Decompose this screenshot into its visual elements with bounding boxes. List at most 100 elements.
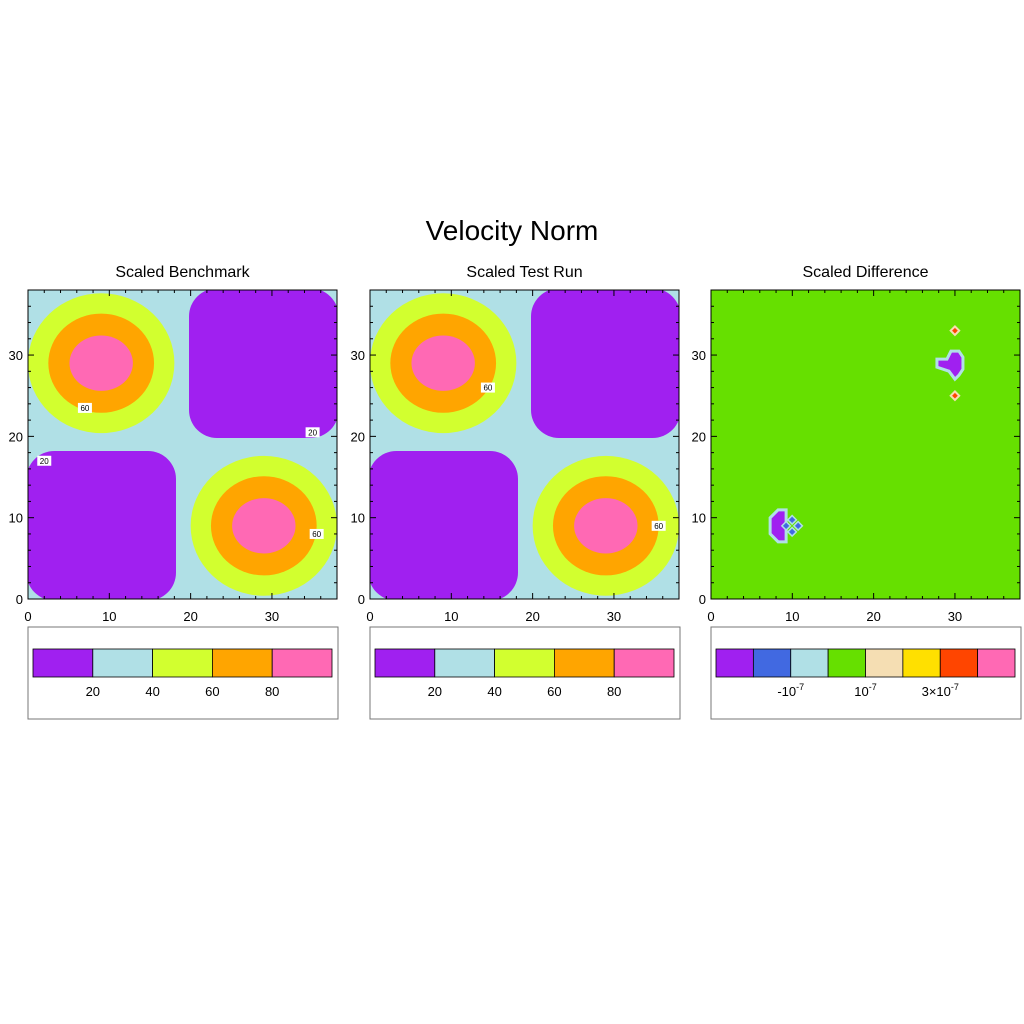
colorbar-swatch: [752, 648, 792, 678]
contour-label: 60: [312, 530, 321, 539]
y-tick-label: 0: [16, 592, 23, 607]
panel-1: Scaled Benchmark 60 20 20 60 0 10 20 30 0 10 20 30 20…: [9, 264, 339, 720]
axis-ticks: [27, 289, 338, 600]
colorbar-swatch: [92, 648, 154, 678]
colorbar-frame: [27, 626, 339, 720]
colorbar-label: 80: [607, 684, 621, 699]
colorbar-label: 3×10-7: [922, 682, 959, 699]
y-tick-label: 10: [692, 511, 706, 526]
contour-label-bg: [37, 455, 52, 466]
x-tick-label: 30: [948, 609, 962, 624]
y-tick-label: 20: [351, 429, 365, 444]
contour-fill-trough-2: [370, 451, 518, 599]
axis-ticks: [369, 289, 680, 600]
y-tick-label: 20: [9, 429, 23, 444]
colorbar-label: 20: [428, 684, 442, 699]
colorbar: 20 40 60 80: [27, 626, 339, 720]
y-tick-label: 10: [9, 511, 23, 526]
colorbar-swatch: [32, 648, 94, 678]
y-tick-label: 30: [351, 348, 365, 363]
colorbar-swatch: [827, 648, 866, 678]
y-tick-label: 30: [9, 348, 23, 363]
x-tick-label: 30: [607, 609, 621, 624]
contour-fill-peak-2-pink: [574, 498, 638, 554]
contour-fill-trough-1: [189, 290, 337, 438]
colorbar-swatch: [374, 648, 436, 678]
colorbar-label: 60: [205, 684, 219, 699]
colorbar-label: 40: [145, 684, 159, 699]
colorbar-swatch: [494, 648, 555, 678]
plot-frame: [710, 289, 1021, 600]
contour-label: 60: [483, 384, 492, 393]
difference-spot: [949, 325, 961, 337]
colorbar-swatch: [434, 648, 495, 678]
x-tick-label: 20: [183, 609, 197, 624]
difference-feature-lower: [768, 508, 788, 544]
contour-label-bg: [480, 382, 495, 393]
plot-area: [711, 290, 1020, 599]
plot-frame: [27, 289, 338, 600]
contour-fill-trough-1: [531, 290, 679, 438]
difference-spot: [786, 514, 798, 526]
panel-title: Scaled Benchmark: [115, 264, 250, 281]
colorbar-swatch: [977, 648, 1016, 678]
colorbar-frame: [710, 626, 1022, 720]
difference-spot: [792, 520, 804, 532]
difference-spot: [786, 526, 798, 538]
panel-title: Scaled Test Run: [466, 264, 582, 281]
x-tick-label: 30: [265, 609, 279, 624]
y-tick-label: 30: [692, 348, 706, 363]
colorbar-swatch: [554, 648, 615, 678]
contour-label-bg: [651, 520, 666, 531]
y-tick-label: 10: [351, 511, 365, 526]
contour-label-bg: [309, 528, 324, 539]
figure-title: Velocity Norm: [426, 215, 599, 246]
colorbar-label: 10-7: [854, 682, 876, 699]
plot-frame: [369, 289, 680, 600]
colorbar-swatch: [865, 648, 904, 678]
contour-fill-peak-1-pink: [69, 335, 133, 391]
plot-area: 60 20 20 60: [28, 290, 337, 599]
colorbar-label: -10-7: [777, 682, 804, 699]
axis-ticks: [710, 289, 1021, 600]
x-tick-label: 10: [785, 609, 799, 624]
contour-label: 60: [80, 404, 89, 413]
contour-label: 60: [654, 522, 663, 531]
x-tick-label: 0: [24, 609, 31, 624]
panel-2: Scaled Test Run 60 60 0 10 20 30 0 10 20 30 20 40 60 8…: [351, 264, 681, 720]
panel-3: Scaled Difference 0 10 20 30 0 10 20 30 -10-7 10-7…: [692, 264, 1022, 720]
colorbar-label: 60: [547, 684, 561, 699]
colorbar-label: 80: [265, 684, 279, 699]
x-tick-label: 0: [366, 609, 373, 624]
y-tick-label: 0: [358, 592, 365, 607]
contour-label-bg: [305, 427, 320, 438]
colorbar-swatch: [211, 648, 273, 678]
x-tick-label: 0: [707, 609, 714, 624]
contour-fill-peak-2-pink: [232, 498, 296, 554]
x-tick-label: 10: [102, 609, 116, 624]
x-tick-label: 10: [444, 609, 458, 624]
contour-label: 20: [40, 457, 49, 466]
colorbar-label: 40: [487, 684, 501, 699]
x-tick-label: 20: [866, 609, 880, 624]
difference-spot: [780, 520, 792, 532]
y-tick-label: 20: [692, 429, 706, 444]
colorbar-swatch: [715, 648, 754, 678]
difference-feature-upper: [935, 349, 965, 382]
colorbar-frame: [369, 626, 681, 720]
x-tick-label: 20: [525, 609, 539, 624]
colorbar: -10-7 10-7 3×10-7: [710, 626, 1022, 720]
contour-label: 20: [308, 428, 317, 437]
y-tick-label: 0: [699, 592, 706, 607]
colorbar-swatch: [271, 648, 333, 678]
colorbar-swatch: [902, 648, 941, 678]
colorbar-swatch: [939, 648, 979, 678]
contour-fill-trough-2: [28, 451, 176, 599]
contour-label-bg: [77, 402, 92, 413]
colorbar-swatch: [152, 648, 213, 678]
colorbar-swatch: [613, 648, 675, 678]
difference-background: [711, 290, 1020, 599]
plot-area: 60 60: [370, 290, 679, 599]
colorbar: 20 40 60 80: [369, 626, 681, 720]
